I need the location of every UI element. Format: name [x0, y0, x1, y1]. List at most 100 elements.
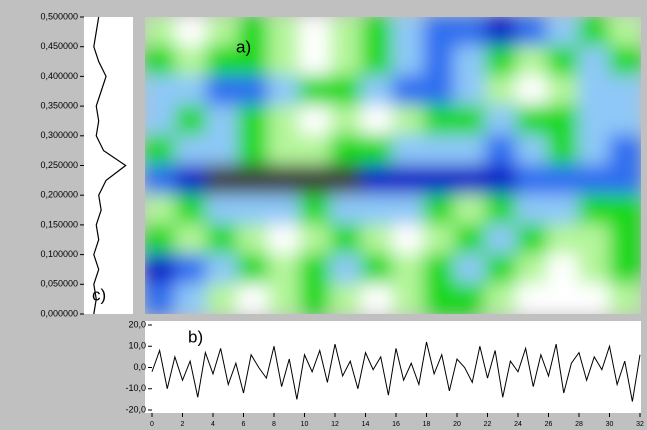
- heat-cell: [485, 45, 518, 78]
- heat-cell: [423, 75, 456, 108]
- heat-cell: [454, 17, 487, 48]
- heat-cell: [609, 75, 641, 108]
- heat-cell: [485, 223, 518, 256]
- heat-cell: [268, 283, 301, 314]
- x-tick-label: 14: [362, 421, 370, 428]
- x-tick-label: 16: [392, 421, 400, 428]
- heat-cell: [454, 253, 487, 286]
- heat-cell: [485, 283, 518, 314]
- panel-label: a): [236, 37, 251, 56]
- heat-cell: [609, 164, 641, 197]
- heat-cell: [392, 105, 425, 137]
- heat-cell: [175, 75, 208, 108]
- heat-cell: [423, 283, 456, 314]
- heat-cell: [361, 223, 394, 256]
- heat-cell: [145, 194, 177, 226]
- heat-cell: [547, 164, 580, 197]
- heat-cell: [516, 283, 549, 314]
- heat-cell: [454, 223, 487, 256]
- heat-cell: [361, 164, 394, 197]
- heat-cell: [330, 17, 363, 48]
- heat-cell: [423, 253, 456, 286]
- heat-cell: [423, 134, 456, 167]
- heat-cell: [392, 134, 425, 167]
- panel-label: c): [92, 285, 106, 304]
- heat-cell: [145, 105, 177, 137]
- heat-cell: [299, 194, 332, 226]
- heat-cell: [547, 194, 580, 226]
- heat-cell: [423, 223, 456, 256]
- heat-cell: [516, 17, 549, 48]
- heat-cell: [485, 194, 518, 226]
- heat-cell: [206, 45, 239, 78]
- heat-cell: [268, 164, 301, 197]
- heat-cell: [268, 45, 301, 78]
- heat-cell: [206, 75, 239, 108]
- heat-cell: [516, 164, 549, 197]
- heat-cell: [268, 194, 301, 226]
- heat-cell: [454, 134, 487, 167]
- heat-cell: [299, 223, 332, 256]
- heat-cell: [299, 283, 332, 314]
- heat-cell: [547, 283, 580, 314]
- heat-cell: [268, 105, 301, 137]
- heat-cell: [175, 194, 208, 226]
- heat-cell: [145, 253, 177, 286]
- heat-cell: [609, 253, 641, 286]
- panel-label: b): [188, 327, 203, 346]
- heat-cell: [516, 194, 549, 226]
- heat-cell: [175, 164, 208, 197]
- heat-cell: [578, 105, 611, 137]
- heat-cell: [392, 253, 425, 286]
- heat-cell: [454, 45, 487, 78]
- x-tick-label: 28: [575, 421, 583, 428]
- heat-cell: [578, 223, 611, 256]
- heat-cell: [330, 223, 363, 256]
- heat-cell: [454, 105, 487, 137]
- heat-cell: [175, 45, 208, 78]
- heat-cell: [361, 75, 394, 108]
- heatmap: [145, 17, 641, 314]
- x-tick-label: 26: [545, 421, 553, 428]
- heat-cell: [175, 134, 208, 167]
- y-tick-label: 0,0: [133, 362, 146, 372]
- heat-cell: [237, 105, 270, 137]
- heat-cell: [268, 134, 301, 167]
- heat-cell: [609, 105, 641, 137]
- heat-cell: [485, 17, 518, 48]
- heat-cell: [206, 223, 239, 256]
- y-tick-label: 0,350000: [40, 100, 78, 110]
- heat-cell: [547, 17, 580, 48]
- y-tick-label: 0,450000: [40, 41, 78, 51]
- heat-cell: [516, 45, 549, 78]
- heat-cell: [175, 105, 208, 137]
- heat-cell: [609, 194, 641, 226]
- heat-cell: [206, 283, 239, 314]
- y-tick-label: -20,0: [125, 404, 146, 414]
- heat-cell: [145, 164, 177, 197]
- heat-cell: [145, 17, 177, 48]
- x-tick-label: 12: [331, 421, 339, 428]
- heat-cell: [423, 17, 456, 48]
- y-tick-label: 0,050000: [40, 279, 78, 289]
- heat-cell: [330, 45, 363, 78]
- y-tick-label: 0,100000: [40, 249, 78, 259]
- heat-cell: [361, 45, 394, 78]
- x-tick-label: 24: [514, 421, 522, 428]
- x-tick-label: 18: [423, 421, 431, 428]
- heat-cell: [268, 223, 301, 256]
- heat-cell: [175, 253, 208, 286]
- x-tick-label: 6: [242, 421, 246, 428]
- heat-cell: [145, 45, 177, 78]
- heat-cell: [145, 134, 177, 167]
- heat-cell: [485, 75, 518, 108]
- heat-cell: [299, 164, 332, 197]
- heat-cell: [237, 134, 270, 167]
- y-tick-label: 0,000000: [40, 308, 78, 318]
- heat-cell: [299, 253, 332, 286]
- heat-cell: [547, 253, 580, 286]
- heat-cell: [237, 45, 270, 78]
- x-tick-label: 10: [301, 421, 309, 428]
- heat-cell: [361, 105, 394, 137]
- heat-cell: [299, 17, 332, 48]
